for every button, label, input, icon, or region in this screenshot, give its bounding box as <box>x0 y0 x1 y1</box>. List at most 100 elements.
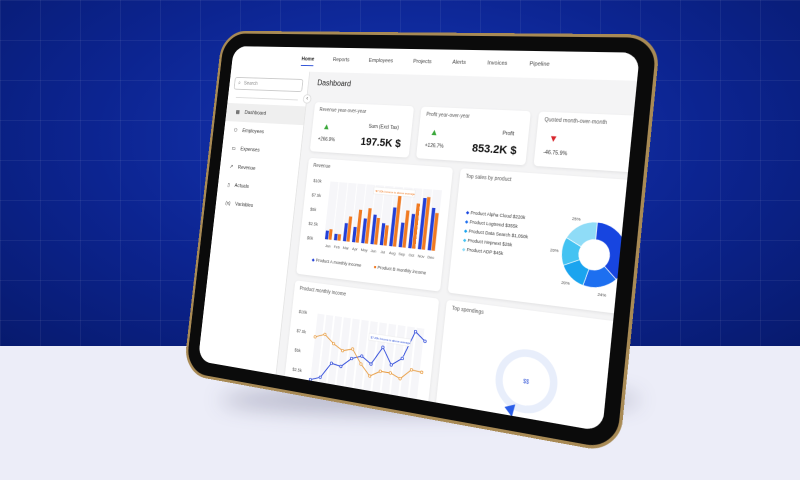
x-tick-label: May <box>361 248 368 253</box>
document-icon: ▯ <box>227 182 231 189</box>
kpi-card-revenue: Revenue year-over-year ▲ +266.9% Sum (Ex… <box>309 102 415 158</box>
sidebar-item-label: Expenses <box>240 146 260 154</box>
nav-pipeline[interactable]: Pipeline <box>529 61 550 68</box>
data-point <box>401 357 404 360</box>
pie-legend: ◆ Product Alpha Cloud $220k ◆ Product Log… <box>462 208 531 261</box>
sidebar-item-label: Revenue <box>237 164 256 172</box>
y-tick-label: $10k <box>313 178 323 184</box>
page-title: Dashboard <box>316 78 352 89</box>
search-input[interactable]: ⌕ Search <box>233 76 304 93</box>
inbox-icon: ▭ <box>231 146 236 152</box>
people-icon: ⚇ <box>233 127 238 134</box>
top-sales-card: Top sales by product ◆ Product Alpha Clo… <box>447 168 640 317</box>
data-point <box>319 376 322 379</box>
y-tick-label: $2.5k <box>292 366 303 373</box>
nav-invoices[interactable]: Invoices <box>486 60 508 67</box>
bar <box>397 222 404 247</box>
y-tick-label: $5k <box>294 347 302 353</box>
kpi-value: 197.5K $ <box>359 136 402 151</box>
data-point <box>399 377 402 380</box>
sidebar-item-label: Variables <box>234 201 254 209</box>
x-tick-label: Dec <box>427 255 434 260</box>
legend-label: Product ADP $45k <box>466 247 504 257</box>
kpi-card-quoted: Quoted month-over-month ▼ -46.75.9% S 9 <box>533 111 640 174</box>
x-tick-label: Jan <box>325 244 331 249</box>
slice-label: 25% <box>572 217 582 223</box>
x-tick-label: Jun <box>370 249 376 254</box>
data-point <box>424 340 427 343</box>
y-tick-label: $2.5k <box>308 221 319 227</box>
x-tick-label: Jul <box>380 250 385 255</box>
bar <box>389 207 397 247</box>
arrow-up-icon: ▲ <box>322 121 331 132</box>
bar <box>402 210 410 248</box>
variable-icon: (x) <box>225 200 231 207</box>
data-point <box>351 348 354 351</box>
search-icon: ⌕ <box>237 80 242 86</box>
data-point <box>389 371 392 374</box>
kpi-label: Sum (Excl Tax) <box>368 123 400 132</box>
kpi-title: Profit year-over-year <box>425 111 471 120</box>
x-tick-label: Oct <box>408 253 414 258</box>
product-income-line-chart: $2.5k $5k $7.5k $10k $7.20k Income is above … <box>292 309 435 411</box>
column-background <box>371 322 388 404</box>
data-point <box>350 357 353 360</box>
kpi-title: Quoted month-over-month <box>544 117 608 127</box>
top-spendings-chart: $$ <box>441 312 640 432</box>
data-point <box>420 371 423 374</box>
slice-label: 24% <box>597 292 607 298</box>
arrow-down-icon: ▼ <box>548 133 559 145</box>
kpi-change: +266.9% <box>317 136 336 144</box>
search-placeholder: Search <box>243 80 258 87</box>
column-background <box>361 321 378 403</box>
kpi-title: Revenue year-over-year <box>319 107 367 115</box>
y-tick-label: $5k <box>310 206 318 212</box>
nav-reports[interactable]: Reports <box>332 57 350 64</box>
bar <box>393 196 403 247</box>
screen: Home Reports Employees Projects Alerts I… <box>197 46 640 432</box>
data-point <box>379 370 382 373</box>
data-point <box>361 355 364 358</box>
sidebar-item-label: Employees <box>241 128 265 136</box>
x-tick-label: Apr <box>352 247 359 252</box>
chart-title: Top sales by product <box>465 173 512 184</box>
kpi-change: +126.7% <box>424 142 444 150</box>
data-point <box>370 362 373 367</box>
annotation-box <box>373 187 415 197</box>
data-point <box>368 374 372 378</box>
x-tick-label: Aug <box>389 251 396 256</box>
kpi-value: 853.2K $ <box>471 142 518 158</box>
data-point <box>330 362 333 365</box>
grid-icon: ▦ <box>235 109 241 116</box>
slice-label: 20% <box>561 280 571 286</box>
data-point <box>340 365 343 368</box>
y-tick-label: $7.5k <box>311 192 322 198</box>
nav-employees[interactable]: Employees <box>368 57 394 65</box>
y-tick-label: $10k <box>299 309 309 316</box>
sidebar-item-label: Dashboard <box>244 110 267 117</box>
data-point <box>360 363 363 366</box>
x-tick-label: Sep <box>398 252 405 257</box>
x-tick-label: Feb <box>334 245 340 250</box>
kpi-label: Profit <box>502 130 515 138</box>
data-point <box>314 335 317 338</box>
nav-projects[interactable]: Projects <box>412 58 432 66</box>
data-point <box>414 330 417 333</box>
nav-alerts[interactable]: Alerts <box>451 59 467 66</box>
chart-icon: ↗ <box>229 164 234 171</box>
data-point <box>390 363 393 366</box>
data-point <box>382 346 385 349</box>
column-background <box>352 319 369 401</box>
nav-home[interactable]: Home <box>300 53 315 66</box>
chevron-left-icon[interactable]: ‹ <box>302 94 312 104</box>
y-tick-label: $0k <box>307 235 315 241</box>
x-tick-label: Nov <box>417 254 424 259</box>
tablet-device: Home Reports Employees Projects Alerts I… <box>183 30 661 454</box>
sidebar-item-label: Actuals <box>234 183 250 190</box>
product-income-card: Product monthly income $2.5k $5k $7.5k $10k… <box>282 280 440 422</box>
kpi-change: -46.75.9% <box>542 149 568 158</box>
data-point <box>332 342 335 345</box>
top-sales-donut: 52% 24% 20% 20% 25% <box>550 217 639 298</box>
data-point <box>309 378 312 381</box>
data-point <box>324 333 327 336</box>
